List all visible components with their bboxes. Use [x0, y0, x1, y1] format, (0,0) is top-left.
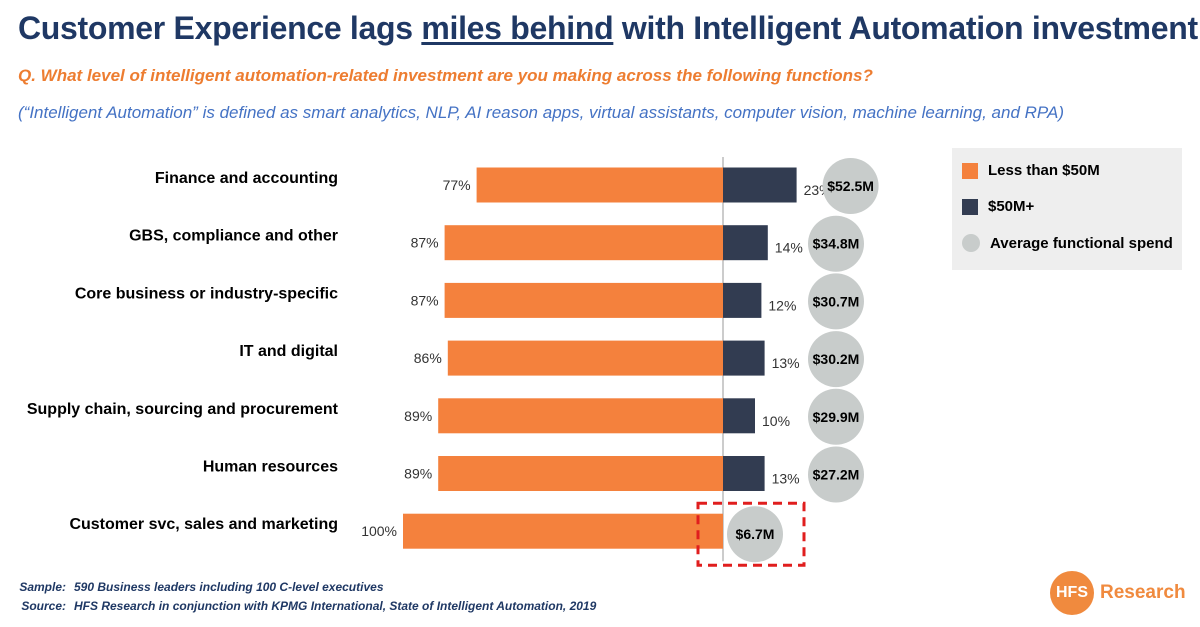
pct-label-under-50m-customer-svc-sales-and-marketing: 100%: [361, 523, 397, 539]
bar-under-50m-customer-svc-sales-and-marketing: [403, 513, 723, 549]
avg-spend-bubble-core-business-or-industry-specific: [808, 273, 864, 330]
avg-spend-label-core-business-or-industry-specific: $30.7M: [813, 293, 860, 309]
category-label-finance-and-accounting: Finance and accounting: [155, 170, 338, 187]
legend-item-average-spend: Average functional spend: [962, 234, 1173, 252]
bar-under-50m-core-business-or-industry-specific: [444, 282, 723, 318]
category-label-human-resources: Human resources: [203, 459, 338, 476]
pct-label-under-50m-core-business-or-industry-specific: 87%: [411, 292, 439, 308]
logo-badge: HFS: [1050, 571, 1094, 615]
avg-spend-label-gbs-compliance-and-other: $34.8M: [813, 236, 860, 252]
legend-swatch-navy: [962, 198, 978, 215]
avg-spend-bubble-human-resources: [808, 446, 864, 503]
pct-label-under-50m-finance-and-accounting: 77%: [443, 177, 471, 193]
bar-under-50m-finance-and-accounting: [476, 167, 723, 203]
pct-label-50m-plus-human-resources: 13%: [772, 471, 800, 487]
avg-spend-bubble-finance-and-accounting: [822, 158, 879, 214]
pct-label-50m-plus-gbs-compliance-and-other: 14%: [775, 240, 803, 256]
category-label-supply-chain-sourcing-and-procurement: Supply chain, sourcing and procurement: [27, 401, 339, 418]
avg-spend-label-supply-chain-sourcing-and-procurement: $29.9M: [813, 409, 860, 425]
chart-legend: Less than $50M $50M+ Average functional …: [952, 148, 1182, 270]
bar-under-50m-human-resources: [438, 456, 723, 491]
pct-label-under-50m-supply-chain-sourcing-and-procurement: 89%: [404, 408, 432, 424]
legend-swatch-orange: [962, 162, 978, 179]
avg-spend-label-finance-and-accounting: $52.5M: [827, 178, 874, 194]
bar-50m-plus-finance-and-accounting: [723, 167, 797, 203]
page-title: Customer Experience lags miles behind wi…: [18, 10, 1198, 46]
legend-item-under-50m: Less than $50M: [962, 162, 1100, 179]
definition-note: (“Intelligent Automation” is defined as …: [18, 103, 1064, 122]
avg-spend-bubble-customer-svc-sales-and-marketing: [727, 506, 783, 563]
pct-label-under-50m-it-and-digital: 86%: [414, 350, 442, 366]
legend-circle-gray: [962, 234, 980, 252]
hfs-research-logo: HFS Research: [1050, 571, 1186, 615]
survey-question: Q. What level of intelligent automation-…: [18, 66, 873, 85]
pct-label-under-50m-human-resources: 89%: [404, 466, 432, 482]
pct-label-50m-plus-it-and-digital: 13%: [772, 355, 800, 371]
category-label-customer-svc-sales-and-marketing: Customer svc, sales and marketing: [69, 516, 338, 533]
bar-under-50m-gbs-compliance-and-other: [444, 225, 723, 261]
category-label-gbs-compliance-and-other: GBS, compliance and other: [129, 228, 338, 245]
bar-50m-plus-core-business-or-industry-specific: [723, 282, 762, 318]
legend-item-50m-plus: $50M+: [962, 198, 1034, 215]
bar-under-50m-it-and-digital: [447, 340, 723, 376]
bar-50m-plus-gbs-compliance-and-other: [723, 225, 768, 261]
pct-label-under-50m-gbs-compliance-and-other: 87%: [411, 235, 439, 251]
bar-under-50m-supply-chain-sourcing-and-procurement: [438, 398, 723, 434]
logo-wordmark: Research: [1100, 582, 1186, 603]
avg-spend-bubble-supply-chain-sourcing-and-procurement: [808, 388, 864, 445]
title-emphasis: miles behind: [421, 10, 614, 46]
bar-50m-plus-it-and-digital: [723, 340, 765, 376]
avg-spend-label-customer-svc-sales-and-marketing: $6.7M: [736, 526, 775, 542]
source-note: Source: HFS Research in conjunction with …: [21, 599, 597, 613]
highlight-box-customer-svc-sales-and-marketing: [696, 501, 806, 567]
pct-label-50m-plus-core-business-or-industry-specific: 12%: [768, 297, 796, 313]
sample-note: Sample: 590 Business leaders including 10…: [19, 580, 384, 594]
avg-spend-label-human-resources: $27.2M: [813, 467, 860, 483]
avg-spend-label-it-and-digital: $30.2M: [813, 351, 860, 367]
category-label-core-business-or-industry-specific: Core business or industry-specific: [75, 285, 338, 302]
pct-label-50m-plus-supply-chain-sourcing-and-procurement: 10%: [762, 413, 790, 429]
avg-spend-bubble-it-and-digital: [808, 331, 864, 388]
bar-50m-plus-human-resources: [723, 456, 765, 491]
avg-spend-bubble-gbs-compliance-and-other: [808, 215, 864, 272]
category-label-it-and-digital: IT and digital: [239, 343, 338, 360]
bar-50m-plus-supply-chain-sourcing-and-procurement: [723, 398, 755, 434]
